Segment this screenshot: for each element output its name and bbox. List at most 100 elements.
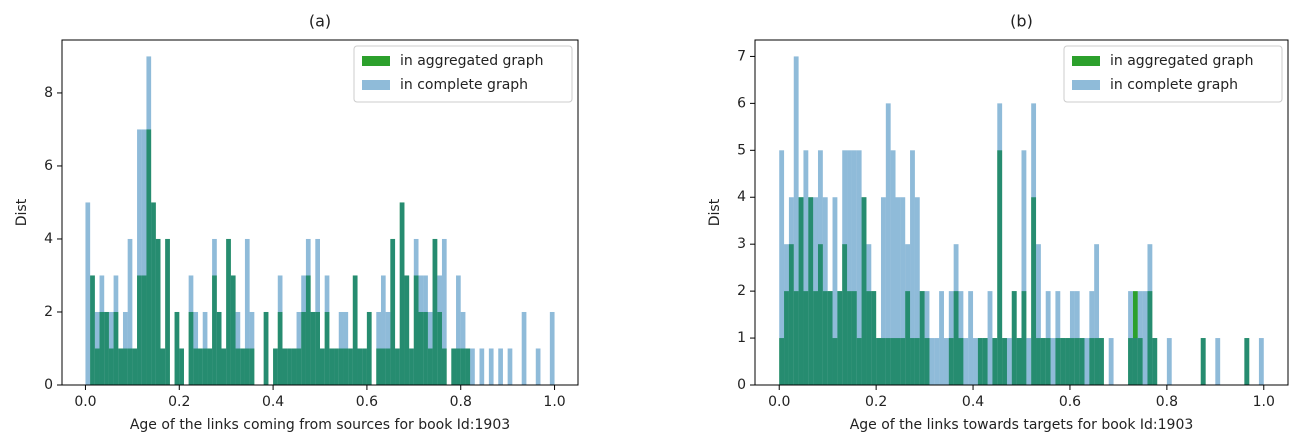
y-tick-label: 7 — [737, 48, 746, 64]
bar — [263, 311, 269, 385]
bar — [221, 348, 227, 385]
chart-title: (a) — [309, 12, 331, 31]
bar — [366, 311, 372, 385]
chart: (a) Age of the links coming from sources … — [14, 12, 579, 433]
bar — [808, 197, 814, 385]
bar — [380, 275, 386, 385]
x-axis-label: Age of the links coming from sources for… — [130, 417, 510, 433]
bar — [437, 275, 442, 385]
bar — [1065, 338, 1070, 385]
y-axis-label: Dist — [14, 198, 30, 226]
legend-label: in aggregated graph — [1110, 53, 1254, 69]
bar — [305, 238, 311, 385]
bar — [939, 291, 944, 385]
bar — [861, 197, 867, 385]
bar — [479, 348, 485, 385]
bar — [943, 338, 949, 385]
bar — [866, 244, 872, 385]
bar — [822, 197, 828, 385]
bar — [179, 348, 184, 385]
bar — [104, 311, 109, 385]
bar — [151, 202, 156, 385]
bar — [99, 275, 105, 385]
bar — [953, 244, 959, 385]
bar — [1244, 338, 1250, 385]
bar — [202, 311, 208, 385]
y-tick-label: 6 — [737, 95, 746, 111]
bar — [324, 275, 330, 385]
bar — [409, 348, 414, 385]
bar — [1031, 103, 1037, 386]
bar — [456, 275, 461, 385]
bar — [798, 197, 804, 385]
bar — [1036, 244, 1041, 385]
y-tick-label: 0 — [737, 377, 746, 393]
bar — [273, 348, 278, 385]
bar — [451, 348, 457, 385]
bar — [1011, 291, 1017, 385]
bar — [1079, 338, 1085, 385]
legend-swatch — [1072, 80, 1100, 90]
bar — [282, 348, 288, 385]
bar — [871, 291, 877, 385]
bar — [1166, 338, 1172, 385]
legend-swatch — [362, 80, 390, 90]
y-tick-label: 4 — [737, 189, 746, 205]
bar — [1142, 291, 1148, 385]
bar — [395, 348, 400, 385]
bar — [1215, 338, 1221, 385]
bar — [301, 275, 306, 385]
bar — [413, 238, 419, 385]
bar — [987, 291, 993, 385]
bar — [277, 275, 283, 385]
bar — [977, 338, 983, 385]
bar — [982, 338, 988, 385]
bar — [291, 348, 297, 385]
y-tick-label: 8 — [44, 85, 53, 101]
bar — [296, 311, 302, 385]
bar — [85, 202, 91, 385]
y-axis-label: Dist — [707, 198, 723, 226]
bar — [155, 238, 161, 385]
bar — [198, 348, 203, 385]
bar — [357, 348, 363, 385]
bar — [1099, 338, 1104, 385]
bar — [94, 311, 100, 385]
bar — [905, 244, 911, 385]
bar — [212, 238, 217, 385]
bar — [240, 348, 245, 385]
bar — [1060, 338, 1066, 385]
x-tick-label: 0.6 — [1059, 394, 1081, 410]
bar — [837, 291, 843, 385]
bar — [948, 291, 954, 385]
bar — [470, 348, 475, 385]
bar — [165, 238, 170, 385]
bar — [376, 311, 381, 385]
bar — [521, 311, 527, 385]
bar — [1108, 338, 1114, 385]
bar — [334, 348, 339, 385]
bar — [113, 275, 119, 385]
plot-frame — [754, 39, 1289, 386]
x-tick-label: 0.4 — [962, 394, 984, 410]
bar — [423, 275, 428, 385]
bar — [108, 311, 114, 385]
bar — [399, 202, 405, 385]
bar — [793, 56, 799, 386]
legend: in aggregated graph in complete graph — [353, 45, 573, 103]
bar — [343, 311, 349, 385]
bar — [432, 238, 438, 385]
bar — [338, 311, 344, 385]
plot-frame — [61, 39, 579, 386]
bar — [244, 238, 250, 385]
bar — [207, 348, 213, 385]
bar — [1021, 150, 1027, 385]
bar — [348, 348, 353, 385]
bar — [832, 197, 838, 385]
bar — [460, 311, 466, 385]
bar — [968, 291, 974, 385]
bar — [174, 311, 180, 385]
y-tick-label: 3 — [737, 236, 746, 252]
bar — [498, 348, 503, 385]
